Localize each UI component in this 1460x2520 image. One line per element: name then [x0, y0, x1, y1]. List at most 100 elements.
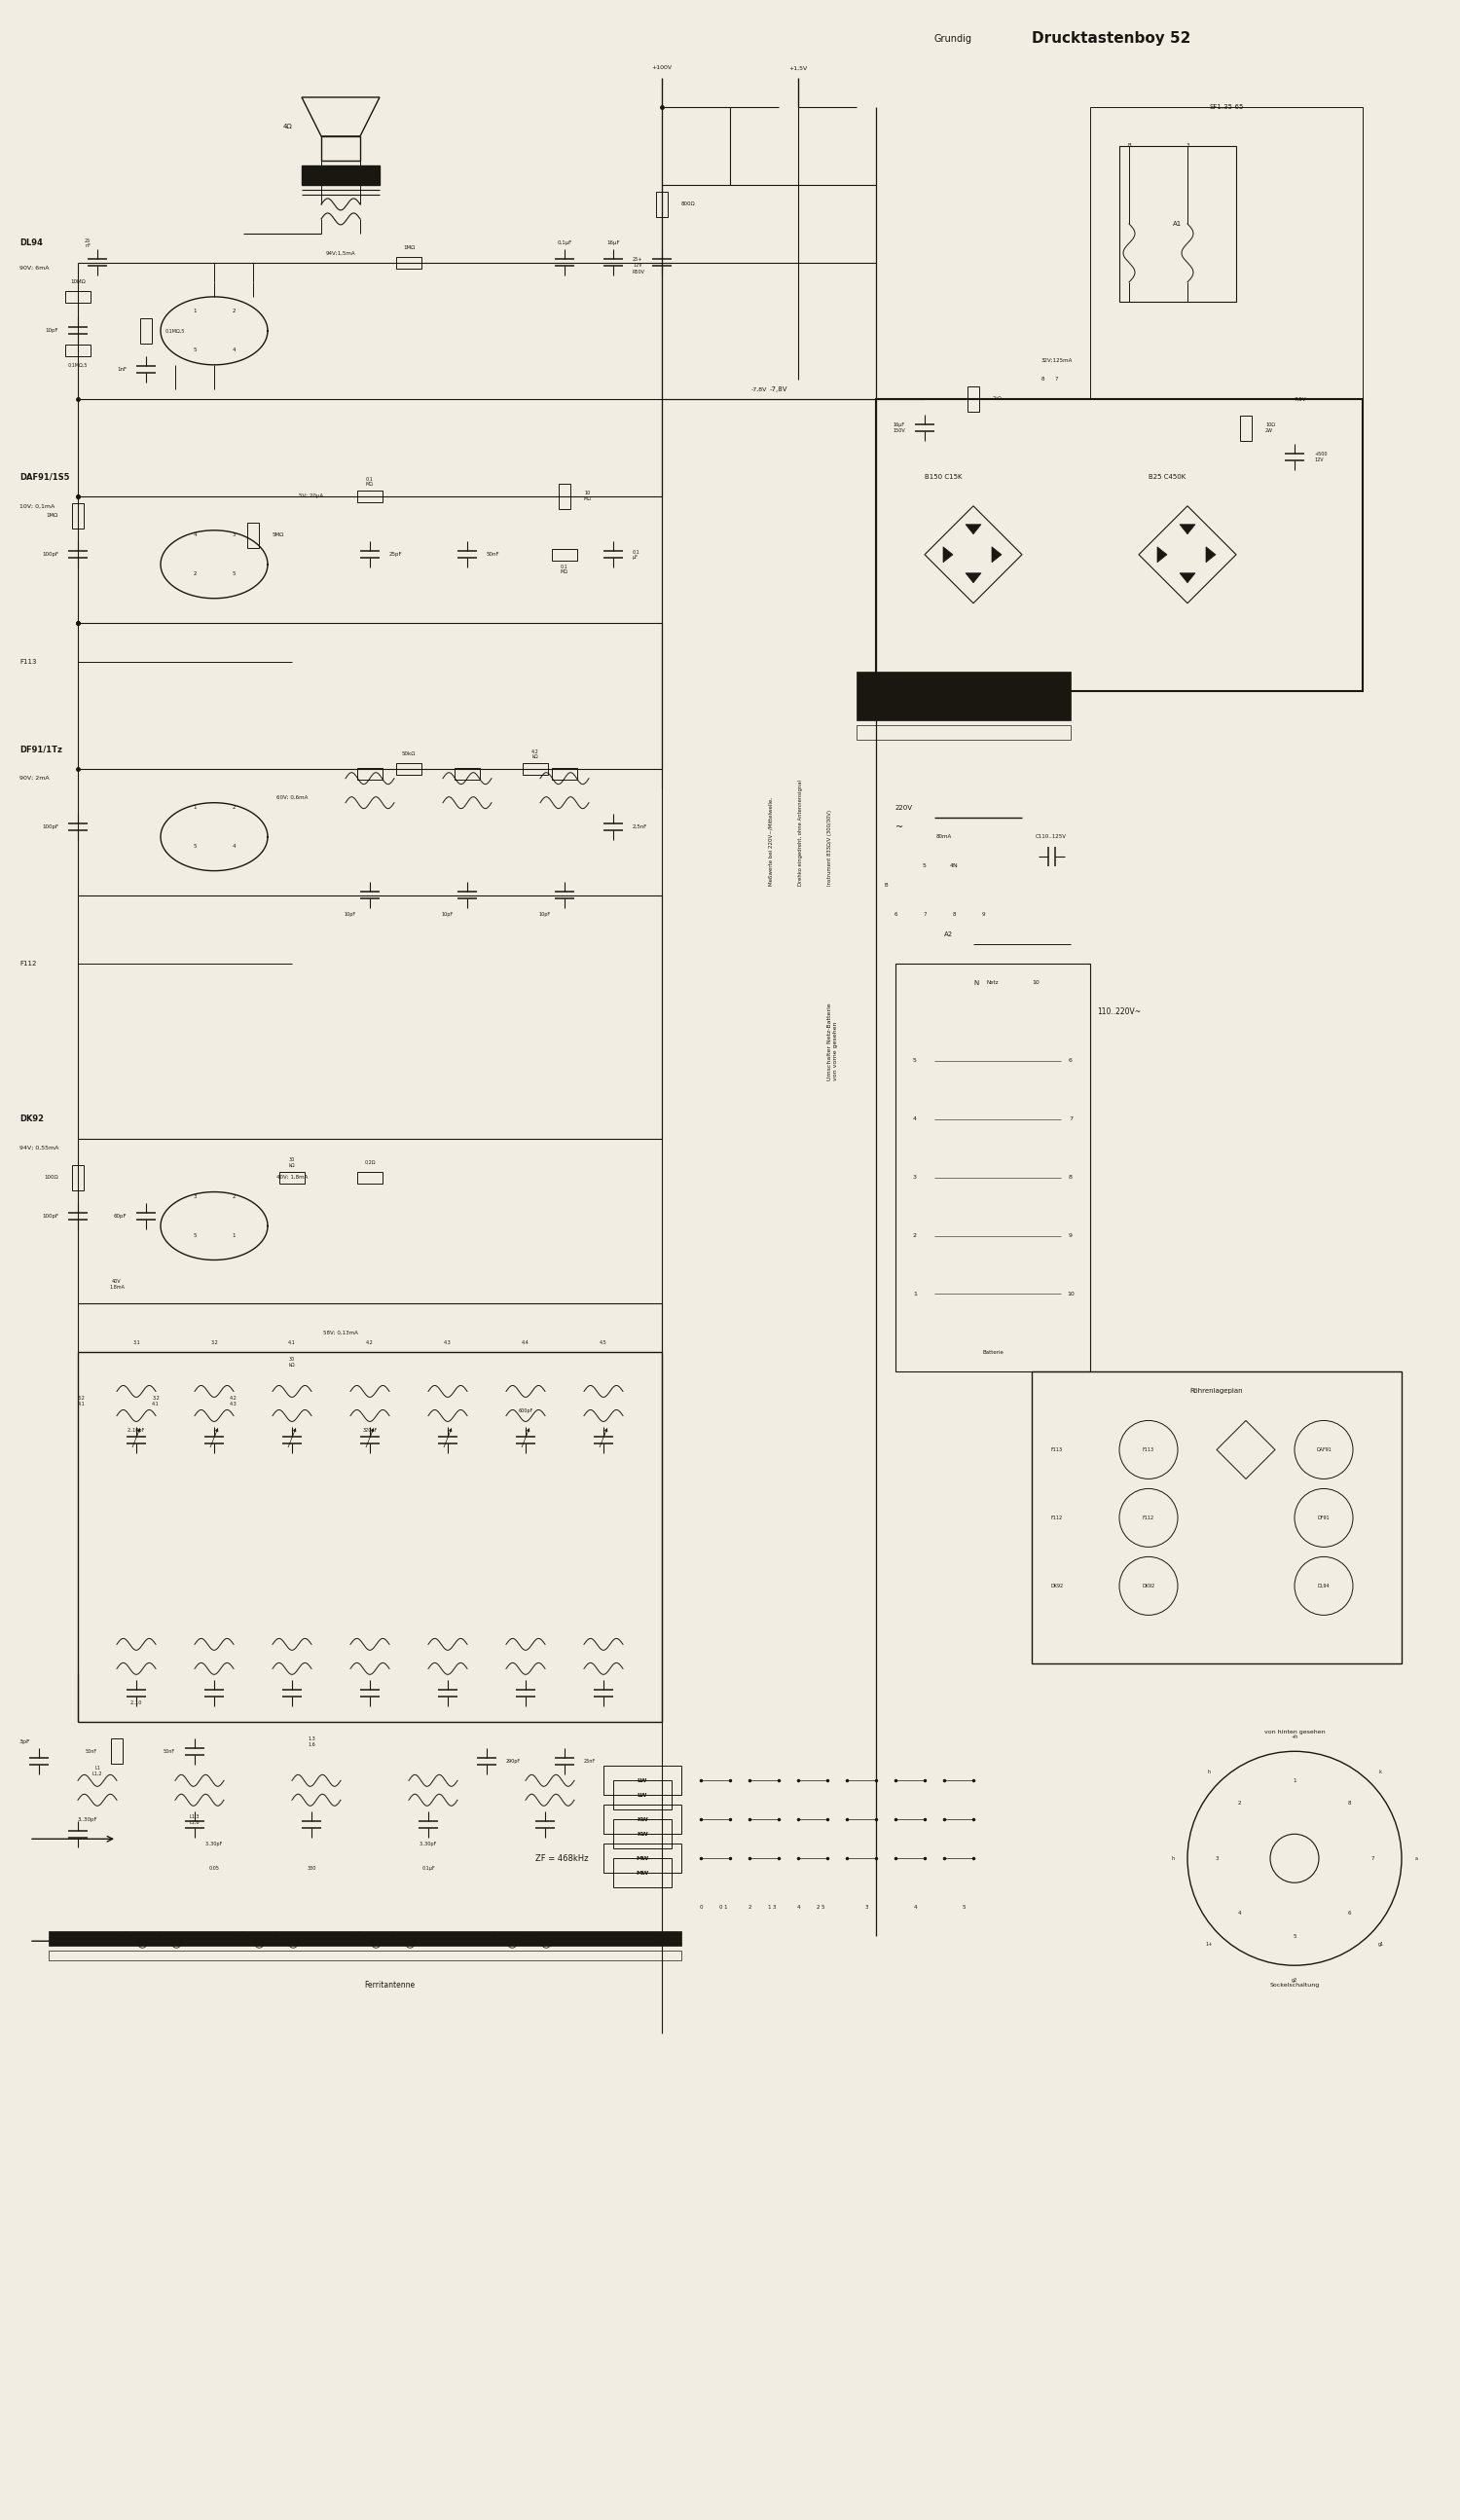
Text: Batterie: Batterie [983, 1351, 1003, 1356]
Polygon shape [1158, 547, 1167, 562]
Text: 4N: 4N [949, 864, 958, 869]
Text: DAF91/1S5: DAF91/1S5 [19, 471, 70, 481]
Bar [1032, 1371, 1402, 1663]
Text: 100pF: 100pF [42, 824, 58, 829]
Bar [396, 257, 422, 270]
Text: 4Ω: 4Ω [283, 123, 292, 129]
Text: 3: 3 [912, 1174, 917, 1179]
Text: 2: 2 [1238, 1802, 1241, 1807]
Text: DF91: DF91 [1317, 1515, 1330, 1520]
Text: 3: 3 [1186, 144, 1188, 149]
Text: 3pF: 3pF [19, 1739, 31, 1744]
Text: 4,2
4,3: 4,2 4,3 [229, 1396, 238, 1406]
Text: LW: LW [638, 1792, 647, 1797]
Text: 25nF: 25nF [584, 1759, 596, 1764]
Text: F112: F112 [19, 960, 36, 965]
Text: 2: 2 [232, 804, 235, 809]
Bar [111, 1739, 123, 1764]
Text: 10: 10 [1067, 1293, 1075, 1295]
Text: 100pF: 100pF [42, 1215, 58, 1220]
Text: 50kΩ: 50kΩ [402, 751, 416, 756]
Bar [1120, 146, 1237, 302]
Polygon shape [943, 547, 953, 562]
Text: 5: 5 [923, 864, 927, 869]
Text: 3,1: 3,1 [133, 1341, 140, 1346]
Bar [613, 1857, 672, 1887]
Text: 1: 1 [193, 804, 196, 809]
Text: 4,2: 4,2 [366, 1341, 374, 1346]
Bar [603, 1804, 682, 1835]
Text: 4,1: 4,1 [288, 1341, 296, 1346]
Bar [552, 769, 577, 779]
Text: 4: 4 [232, 348, 235, 353]
Text: L1
L1,2: L1 L1,2 [92, 1767, 102, 1777]
Text: 3..30pF: 3..30pF [419, 1842, 437, 1847]
Text: 1nF: 1nF [117, 368, 127, 373]
Text: B150 C15K: B150 C15K [924, 474, 962, 479]
Text: +100V: +100V [651, 66, 672, 71]
Text: 10
MΩ: 10 MΩ [584, 491, 591, 501]
Text: 4,5: 4,5 [600, 1341, 607, 1346]
Text: R50V: R50V [632, 270, 645, 275]
Text: 0,1μF: 0,1μF [558, 242, 572, 244]
Text: 5: 5 [193, 348, 196, 353]
Bar [613, 1782, 672, 1809]
Bar [358, 1172, 383, 1182]
Text: 2: 2 [193, 572, 196, 577]
Text: 6: 6 [1348, 1910, 1352, 1915]
Text: 5: 5 [821, 1905, 823, 1910]
Text: B: B [883, 882, 888, 887]
Text: SF1.35-65: SF1.35-65 [1209, 103, 1244, 111]
Text: 2..10pF: 2..10pF [127, 1429, 145, 1434]
Text: F112: F112 [1143, 1515, 1155, 1520]
Text: 100Ω: 100Ω [44, 1174, 58, 1179]
Bar [72, 504, 83, 529]
Text: 7,5V: 7,5V [1295, 396, 1307, 401]
Text: 0,2Ω: 0,2Ω [365, 1159, 375, 1164]
Text: k: k [1380, 1769, 1383, 1774]
Text: 10Ω
2W: 10Ω 2W [1266, 423, 1275, 433]
Text: 8      7: 8 7 [1041, 378, 1058, 383]
Text: 2,5nF: 2,5nF [632, 824, 648, 829]
Text: 4: 4 [912, 1116, 917, 1121]
Text: Drehko eingedreht, ohne Antennensignal: Drehko eingedreht, ohne Antennensignal [799, 779, 803, 885]
Bar [1240, 416, 1251, 441]
Text: 800Ω: 800Ω [682, 202, 695, 207]
Bar [603, 1845, 682, 1872]
Text: 94V; 0,55mA: 94V; 0,55mA [19, 1147, 58, 1152]
Bar [48, 1930, 682, 1945]
Polygon shape [1206, 547, 1216, 562]
Text: 16μF: 16μF [606, 242, 620, 244]
Text: A2: A2 [945, 930, 953, 937]
Text: 0,1
MΩ: 0,1 MΩ [561, 564, 568, 575]
Polygon shape [991, 547, 1002, 562]
Text: +1,5V: +1,5V [788, 66, 807, 71]
Text: 1: 1 [232, 1232, 235, 1237]
Text: 10V; 0,1mA: 10V; 0,1mA [19, 504, 55, 509]
Text: 5: 5 [193, 844, 196, 849]
Text: Grundig: Grundig [934, 35, 972, 43]
Text: 8: 8 [1348, 1802, 1352, 1807]
Text: 10pF: 10pF [345, 912, 356, 917]
Text: g1: g1 [1378, 1943, 1384, 1948]
Text: DK92: DK92 [1142, 1583, 1155, 1588]
Text: 4: 4 [1238, 1910, 1241, 1915]
Text: KW: KW [637, 1817, 648, 1822]
Text: B25 C450K: B25 C450K [1149, 474, 1186, 479]
Text: 25+
12V: 25+ 12V [632, 257, 642, 267]
Text: 5: 5 [1294, 1933, 1296, 1938]
Bar [454, 769, 480, 779]
Text: DL94: DL94 [1317, 1583, 1330, 1588]
Text: +500
12V: +500 12V [1314, 451, 1327, 464]
Text: 10MΩ: 10MΩ [70, 280, 86, 285]
Text: 10pF: 10pF [45, 328, 58, 333]
Text: F112: F112 [1051, 1515, 1063, 1520]
Text: KW: KW [637, 1832, 648, 1837]
Text: 3: 3 [193, 1194, 196, 1200]
Text: 94V;1,5mA: 94V;1,5mA [326, 249, 356, 255]
Text: h: h [1171, 1855, 1174, 1860]
Text: N: N [974, 980, 978, 985]
Text: 40V; 1,8mA: 40V; 1,8mA [276, 1174, 308, 1179]
Text: 30
kΩ: 30 kΩ [289, 1157, 295, 1167]
Text: Meßwerte bei 220V~/Mittelwelle,: Meßwerte bei 220V~/Mittelwelle, [769, 796, 774, 885]
